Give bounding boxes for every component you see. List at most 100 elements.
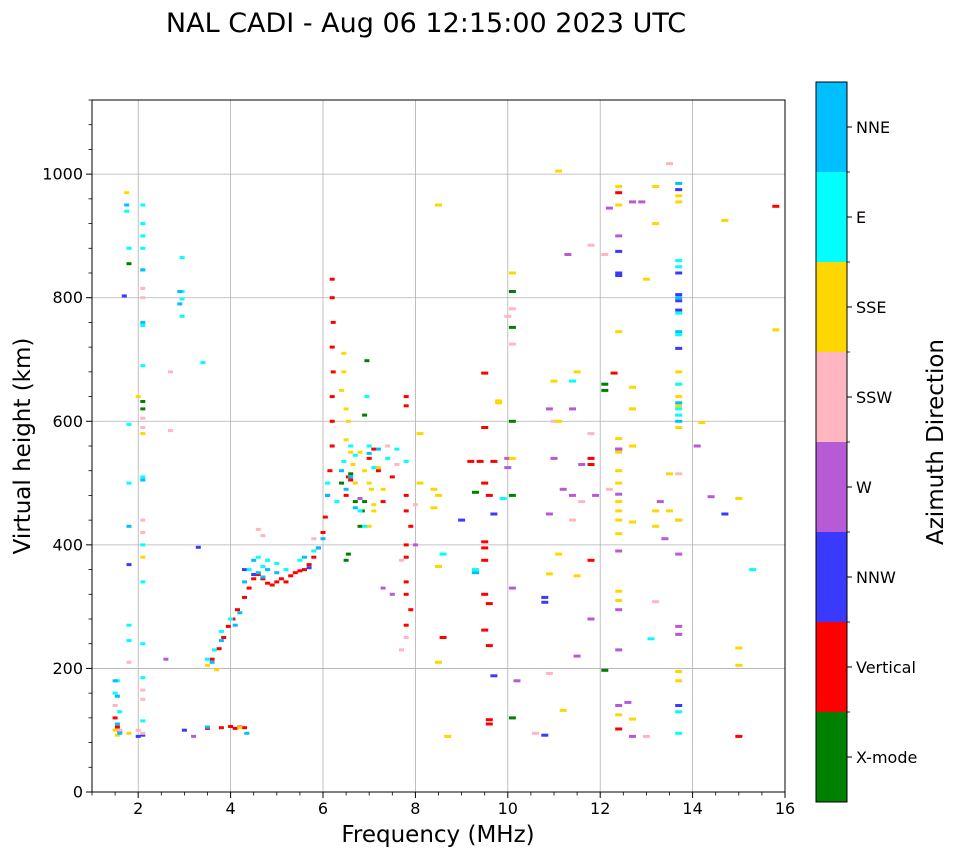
data-point [339, 388, 344, 392]
data-point [675, 624, 683, 628]
data-point [403, 592, 409, 596]
data-point [458, 518, 466, 522]
data-point [555, 419, 563, 423]
data-point [573, 574, 581, 578]
data-point [348, 450, 354, 454]
data-point [508, 271, 516, 275]
data-point [735, 497, 743, 500]
data-point [430, 487, 438, 491]
y-tick-label: 200 [52, 659, 83, 678]
data-point [330, 320, 336, 324]
data-point [371, 503, 377, 507]
series-ssw [112, 162, 683, 738]
data-point [140, 642, 146, 646]
data-point [569, 407, 576, 411]
data-point [352, 481, 358, 485]
colorbar-tick-label: W [856, 478, 872, 497]
x-tick-label: 8 [410, 799, 420, 818]
data-point [140, 320, 146, 324]
data-point [435, 565, 442, 568]
data-point [140, 203, 146, 207]
data-point [550, 379, 558, 383]
data-point [311, 549, 317, 553]
data-point [235, 608, 240, 612]
colorbar-tick-label: SSW [856, 388, 892, 407]
data-point [587, 617, 595, 621]
data-point [320, 531, 326, 534]
data-point [467, 459, 475, 463]
data-point [615, 274, 623, 277]
data-point [545, 512, 553, 516]
data-point [403, 493, 409, 497]
data-point [140, 555, 146, 559]
data-point [117, 731, 123, 735]
data-point [675, 259, 683, 263]
x-tick-label: 10 [498, 799, 518, 818]
data-point [485, 493, 493, 497]
data-point [114, 733, 120, 737]
data-point [334, 500, 340, 504]
data-point [504, 456, 512, 460]
data-point [163, 657, 169, 661]
colorbar-segment [816, 712, 847, 802]
data-point [615, 549, 623, 553]
data-point [629, 734, 636, 738]
data-point [508, 307, 516, 311]
data-point [329, 296, 335, 300]
data-point [126, 639, 132, 643]
data-point [140, 286, 146, 290]
data-point [403, 623, 409, 627]
data-point [371, 509, 377, 513]
data-point [135, 734, 141, 738]
data-point [615, 330, 623, 334]
data-point [444, 734, 452, 738]
data-point [357, 524, 363, 528]
data-point [481, 592, 489, 596]
data-point [260, 575, 266, 579]
data-point [435, 493, 442, 497]
data-point [274, 561, 280, 565]
data-point [366, 481, 372, 485]
data-point [140, 246, 146, 250]
data-point [121, 294, 127, 298]
data-point [218, 629, 224, 633]
data-point [140, 478, 146, 482]
data-point [242, 580, 247, 584]
data-point [325, 493, 331, 497]
y-tick-label: 800 [52, 288, 83, 307]
data-point [675, 731, 683, 735]
data-point [403, 580, 409, 584]
data-point [140, 234, 146, 238]
data-point [140, 475, 146, 479]
data-point [399, 648, 404, 652]
data-point [205, 663, 210, 667]
data-point [322, 515, 328, 519]
data-point [364, 359, 370, 363]
data-point [541, 600, 549, 604]
data-point [481, 426, 489, 429]
data-point [508, 325, 516, 329]
data-point [140, 407, 146, 411]
data-point [615, 704, 623, 707]
data-point [416, 481, 424, 485]
data-point [472, 571, 479, 575]
data-point [283, 568, 289, 572]
data-point [573, 654, 581, 658]
data-point [362, 524, 368, 528]
data-point [481, 540, 489, 544]
data-point [311, 555, 317, 559]
data-point [195, 545, 201, 549]
data-point [629, 520, 636, 524]
data-point [578, 463, 586, 466]
data-point [513, 679, 521, 683]
data-point [126, 660, 132, 664]
data-point [329, 395, 335, 399]
data-points [112, 162, 780, 738]
data-point [675, 330, 683, 334]
data-point [435, 660, 442, 664]
data-point [394, 463, 400, 466]
data-point [126, 623, 132, 627]
data-point [545, 407, 553, 411]
data-point [112, 679, 118, 683]
